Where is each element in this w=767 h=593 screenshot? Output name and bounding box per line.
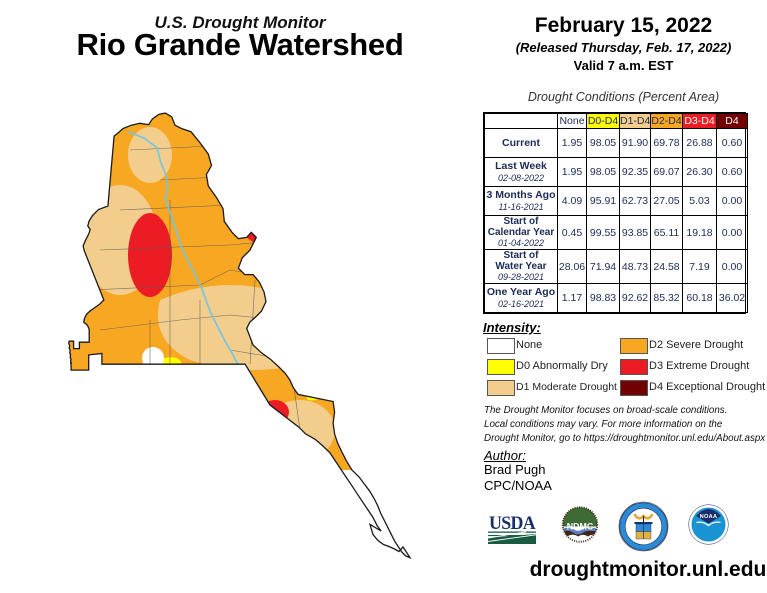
svg-text:USDA: USDA — [489, 513, 536, 534]
svg-text:NDMC: NDMC — [567, 521, 594, 531]
svg-text:NOAA: NOAA — [700, 514, 718, 520]
